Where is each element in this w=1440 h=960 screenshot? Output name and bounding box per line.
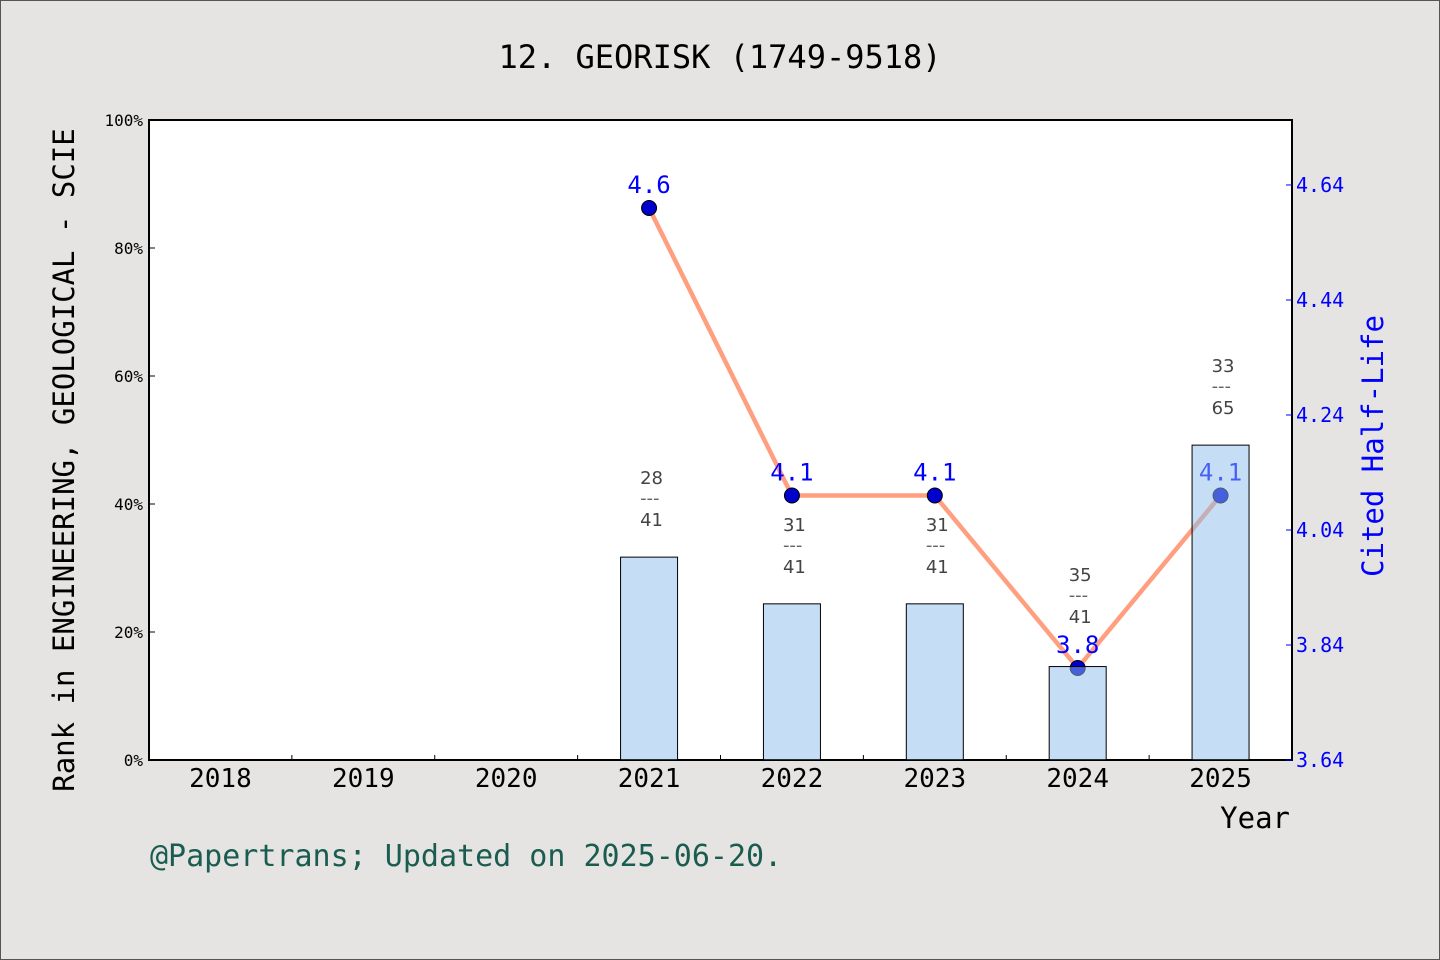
left-tick-label: 0% [124, 751, 144, 770]
rank-bar [620, 556, 679, 761]
rank-divider: --- [783, 535, 803, 556]
x-tick-label: 2021 [618, 764, 681, 794]
x-tick-label: 2022 [761, 764, 824, 794]
rank-label: 33 [1212, 356, 1235, 377]
left-tick-label: 100% [104, 111, 143, 130]
x-tick-label: 2023 [904, 764, 967, 794]
rank-divider: --- [1069, 585, 1089, 606]
half-life-point [641, 199, 658, 216]
right-tick-label: 3.84 [1296, 633, 1344, 657]
half-life-point [926, 487, 943, 504]
total-label: 41 [1069, 607, 1092, 628]
x-axis-label: Year [1220, 801, 1290, 835]
half-life-label: 3.8 [1056, 631, 1099, 659]
rank-label: 28 [640, 468, 663, 489]
footer-credit: @Papertrans; Updated on 2025-06-20. [150, 839, 782, 874]
half-life-point [783, 487, 800, 504]
x-tick-label: 2020 [475, 764, 538, 794]
rank-label: 31 [926, 515, 949, 536]
rank-bar [1191, 444, 1250, 761]
rank-divider: --- [1212, 376, 1232, 397]
half-life-label: 4.6 [627, 171, 670, 199]
total-label: 65 [1212, 398, 1235, 419]
right-tick-label: 4.04 [1296, 518, 1344, 542]
left-axis-label: Rank in ENGINEERING, GEOLOGICAL - SCIE [47, 128, 81, 791]
half-life-label: 4.1 [913, 458, 956, 486]
rank-divider: --- [640, 488, 660, 509]
total-label: 41 [926, 557, 949, 578]
left-tick-label: 20% [114, 623, 143, 642]
right-tick-label: 4.44 [1296, 288, 1344, 312]
rank-bar [762, 603, 821, 761]
total-label: 41 [640, 510, 663, 531]
chart-title: 12. GEORISK (1749-9518) [498, 38, 941, 76]
total-label: 41 [783, 557, 806, 578]
rank-divider: --- [926, 535, 946, 556]
rank-bar [905, 603, 964, 761]
rank-bar [1048, 666, 1107, 761]
right-tick-label: 4.64 [1296, 173, 1344, 197]
right-tick-label: 3.64 [1296, 748, 1344, 772]
x-tick-label: 2025 [1189, 764, 1252, 794]
x-tick-label: 2019 [332, 764, 395, 794]
rank-label: 31 [783, 515, 806, 536]
rank-label: 35 [1069, 565, 1092, 586]
left-tick-label: 60% [114, 367, 143, 386]
right-tick-label: 4.24 [1296, 403, 1344, 427]
right-axis-label: Cited Half-Life [1356, 315, 1390, 577]
left-tick-label: 40% [114, 495, 143, 514]
half-life-label: 4.1 [770, 458, 813, 486]
left-tick-label: 80% [114, 239, 143, 258]
x-tick-label: 2018 [189, 764, 252, 794]
x-tick-label: 2024 [1046, 764, 1109, 794]
plot-area [148, 119, 1293, 761]
